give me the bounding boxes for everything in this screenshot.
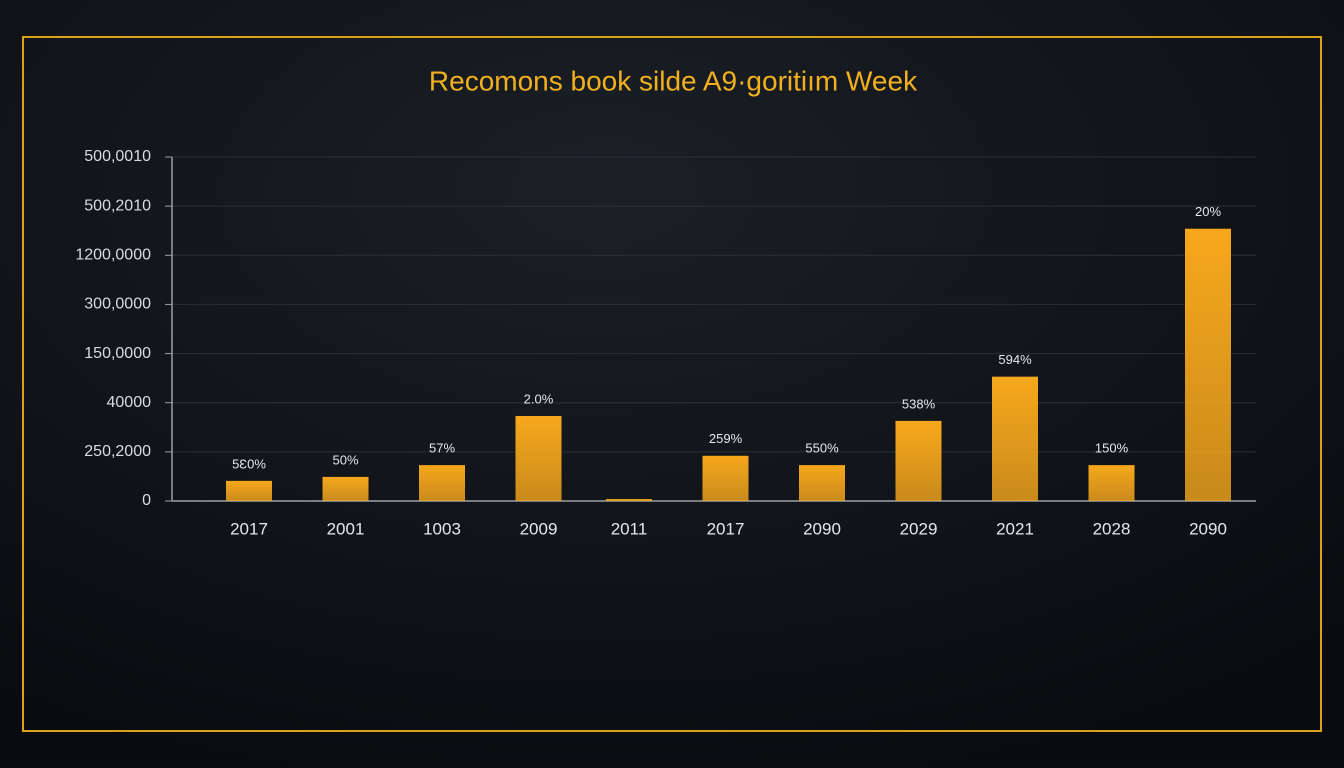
bar [702, 455, 749, 501]
bar [992, 376, 1038, 501]
bar [799, 465, 845, 501]
x-tick-label: 2001 [327, 519, 365, 538]
bar [1185, 228, 1231, 501]
y-tick-label: 1200,0000 [75, 247, 151, 264]
x-tick-label: 2090 [1189, 519, 1227, 538]
bar [515, 415, 562, 501]
frame [22, 36, 1322, 732]
bar-label: 594% [998, 352, 1032, 367]
bar [606, 499, 652, 501]
bar [419, 465, 465, 501]
y-tick-label: 40000 [107, 394, 152, 411]
bar-label: 538% [902, 396, 936, 411]
x-tick-label: 2028 [1093, 519, 1131, 538]
bar [1088, 465, 1135, 501]
bar-label: 57% [429, 441, 455, 456]
y-tick-label: 0 [142, 492, 151, 509]
bar-label: 5Ɛ0% [232, 456, 266, 471]
bar-label: 550% [805, 441, 839, 456]
x-tick-label: 2021 [996, 519, 1034, 538]
x-tick-label: 2090 [803, 519, 841, 538]
y-tick-label: 150,0000 [84, 345, 151, 362]
bar-label: 20% [1195, 204, 1221, 219]
x-tick-label: 2011 [611, 519, 648, 538]
bar-label: 50% [332, 452, 358, 467]
bar-label: 2.0% [524, 391, 554, 406]
bar [895, 420, 942, 501]
x-tick-label: 2017 [707, 519, 745, 538]
x-tick-label: 1003 [423, 519, 461, 538]
y-tick-label: 500,0010 [84, 148, 151, 165]
x-tick-label: 2017 [230, 519, 268, 538]
bar-label: 150% [1095, 441, 1129, 456]
bar [226, 480, 272, 501]
bar-label: 259% [709, 431, 743, 446]
x-tick-label: 2029 [900, 519, 938, 538]
x-tick-label: 2009 [520, 519, 558, 538]
y-tick-label: 250,2000 [84, 443, 151, 460]
y-tick-label: 300,0000 [84, 296, 151, 313]
bar [322, 476, 369, 501]
chart-title: Recomons book silde A9·goritiım Week [429, 65, 918, 96]
y-tick-label: 500,2010 [84, 197, 151, 214]
